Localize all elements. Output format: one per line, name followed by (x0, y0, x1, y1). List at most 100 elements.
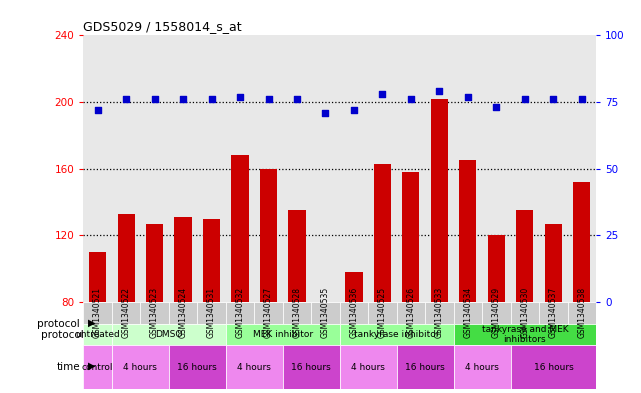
Bar (545, 224, 562, 302)
Bar (425, 302, 454, 324)
Bar (454, 345, 511, 389)
Bar (431, 99, 448, 302)
Bar (511, 345, 596, 389)
Bar (454, 324, 596, 345)
Bar (397, 302, 425, 324)
Point (491, 104, 501, 110)
Point (178, 96, 188, 103)
Text: GSM1340538: GSM1340538 (578, 287, 587, 338)
Text: protocol: protocol (40, 330, 83, 340)
Bar (340, 345, 397, 389)
Text: control: control (82, 363, 113, 372)
Text: GSM1340525: GSM1340525 (378, 287, 387, 338)
Text: GSM1340537: GSM1340537 (549, 287, 558, 338)
Text: DMSO: DMSO (155, 330, 183, 339)
Bar (89, 252, 106, 302)
Point (206, 96, 217, 103)
Bar (539, 302, 568, 324)
Bar (83, 324, 112, 345)
Text: GSM1340530: GSM1340530 (520, 287, 529, 338)
Text: GSM1340521: GSM1340521 (93, 287, 102, 338)
Point (435, 88, 445, 94)
Text: GSM1340522: GSM1340522 (122, 287, 131, 338)
Text: GSM1340527: GSM1340527 (264, 287, 273, 338)
Text: 4 hours: 4 hours (465, 363, 499, 372)
Point (548, 96, 558, 103)
Bar (83, 345, 112, 389)
Bar (117, 213, 135, 302)
Bar (169, 302, 197, 324)
Bar (568, 302, 596, 324)
Bar (140, 302, 169, 324)
Point (92, 107, 103, 113)
Bar (482, 302, 511, 324)
Bar (403, 172, 419, 302)
Bar (254, 302, 283, 324)
Bar (340, 302, 368, 324)
Text: GSM1340532: GSM1340532 (235, 287, 244, 338)
Bar (283, 302, 312, 324)
Text: GSM1340526: GSM1340526 (406, 287, 415, 338)
Point (320, 110, 331, 116)
Bar (460, 160, 476, 302)
Text: 4 hours: 4 hours (351, 363, 385, 372)
Text: MEK inhibitor: MEK inhibitor (253, 330, 313, 339)
Text: GSM1340534: GSM1340534 (463, 287, 472, 338)
Bar (83, 302, 112, 324)
Bar (226, 324, 340, 345)
Bar (260, 169, 277, 302)
Text: 4 hours: 4 hours (237, 363, 271, 372)
Bar (454, 302, 482, 324)
Text: 16 hours: 16 hours (533, 363, 573, 372)
Bar (288, 210, 306, 302)
Bar (174, 217, 192, 302)
Bar (312, 302, 340, 324)
Bar (283, 345, 340, 389)
Text: 16 hours: 16 hours (178, 363, 217, 372)
Point (349, 107, 359, 113)
Point (577, 96, 587, 103)
Text: 16 hours: 16 hours (405, 363, 445, 372)
Text: time: time (56, 362, 80, 372)
Text: tankyrase inhibitor: tankyrase inhibitor (354, 330, 440, 339)
Text: GSM1340531: GSM1340531 (207, 287, 216, 338)
Point (149, 96, 160, 103)
Text: 16 hours: 16 hours (292, 363, 331, 372)
Text: GSM1340536: GSM1340536 (349, 287, 358, 338)
Bar (112, 324, 226, 345)
Bar (226, 345, 283, 389)
Text: GSM1340528: GSM1340528 (292, 287, 301, 338)
Bar (374, 163, 391, 302)
Text: GSM1340535: GSM1340535 (321, 287, 330, 338)
Text: 4 hours: 4 hours (123, 363, 157, 372)
Bar (169, 345, 226, 389)
Point (463, 94, 473, 100)
Bar (203, 219, 220, 302)
Bar (573, 182, 590, 302)
Text: ▶: ▶ (88, 318, 96, 327)
Bar (397, 345, 454, 389)
Text: tankyrase and MEK
inhibitors: tankyrase and MEK inhibitors (481, 325, 568, 344)
Text: GDS5029 / 1558014_s_at: GDS5029 / 1558014_s_at (83, 20, 242, 33)
Point (263, 96, 274, 103)
Point (235, 94, 245, 100)
Text: GSM1340533: GSM1340533 (435, 287, 444, 338)
Point (406, 96, 416, 103)
Text: untreated: untreated (75, 330, 120, 339)
Point (378, 91, 388, 97)
Bar (197, 302, 226, 324)
Point (520, 96, 530, 103)
Bar (517, 210, 533, 302)
Bar (511, 302, 539, 324)
Bar (345, 272, 363, 302)
Point (121, 96, 131, 103)
Bar (231, 155, 249, 302)
Bar (488, 235, 505, 302)
Text: protocol: protocol (37, 319, 80, 329)
Bar (368, 302, 397, 324)
Text: GSM1340529: GSM1340529 (492, 287, 501, 338)
Bar (112, 345, 169, 389)
Bar (112, 302, 140, 324)
Bar (226, 302, 254, 324)
Bar (340, 324, 454, 345)
